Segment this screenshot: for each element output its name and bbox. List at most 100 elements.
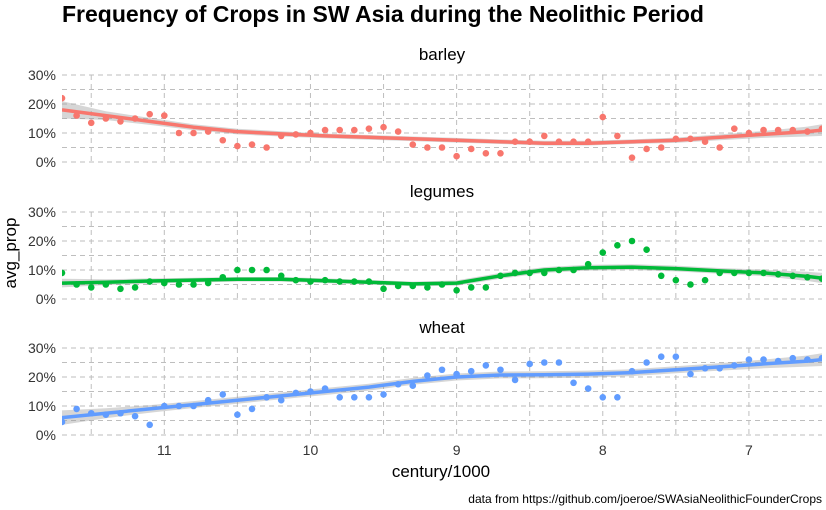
data-point [760, 126, 767, 134]
data-point [321, 126, 329, 134]
data-point [351, 126, 358, 134]
data-point [467, 145, 475, 153]
data-point [365, 394, 373, 401]
data-point [234, 411, 241, 419]
data-point [219, 391, 227, 398]
data-point [643, 246, 650, 253]
data-point [760, 356, 767, 363]
data-point [175, 281, 183, 288]
data-point [687, 370, 694, 378]
data-point [511, 376, 519, 384]
plot-area [62, 94, 822, 161]
data-point [380, 391, 387, 398]
data-point [657, 144, 665, 151]
confidence-band [62, 101, 822, 146]
data-point [73, 405, 80, 413]
x-tick-label: 9 [453, 442, 461, 458]
data-point [277, 396, 285, 404]
data-point [482, 150, 490, 157]
facet-label: wheat [418, 318, 465, 337]
data-point [234, 266, 241, 274]
data-point [424, 372, 431, 379]
y-tick-label: 0% [36, 427, 56, 443]
data-point [146, 421, 153, 429]
data-point [482, 362, 490, 369]
data-point [643, 145, 650, 153]
data-point [657, 353, 665, 361]
data-point [263, 144, 270, 151]
x-tick-label: 11 [157, 442, 172, 458]
facet-label: barley [419, 45, 466, 64]
data-point [584, 385, 592, 392]
data-point [336, 126, 343, 134]
data-point [219, 136, 227, 144]
plot-area [62, 237, 822, 294]
data-point [614, 394, 621, 401]
data-point [614, 242, 621, 249]
data-point [248, 405, 256, 413]
facet-label: legumes [410, 182, 474, 201]
data-point [526, 360, 533, 368]
data-point [161, 112, 168, 119]
data-point [131, 412, 139, 420]
facet-panel-barley: barley 0% 10% 20% 30% [28, 45, 822, 170]
y-tick-label: 30% [28, 67, 56, 83]
data-point [351, 394, 358, 401]
data-point [131, 284, 139, 291]
data-point [146, 110, 153, 118]
confidence-band [62, 353, 822, 425]
y-tick-label: 20% [28, 96, 56, 112]
y-axis-label: avg_prop [1, 218, 20, 289]
data-point [467, 367, 475, 375]
data-point [570, 379, 577, 387]
data-point [731, 125, 738, 132]
data-point [438, 366, 446, 374]
data-point [234, 142, 241, 150]
data-point [716, 144, 723, 151]
data-point [175, 129, 183, 137]
data-point [687, 281, 694, 288]
data-point [497, 150, 504, 157]
data-point [482, 284, 490, 291]
data-point [117, 118, 124, 125]
facet-panel-legumes: legumes 0% 10% 20% 30% [28, 182, 822, 307]
data-point [87, 284, 95, 291]
y-tick-label: 10% [28, 125, 56, 141]
plot-area [62, 353, 822, 429]
data-point [745, 356, 753, 363]
data-point [541, 359, 548, 366]
data-point [701, 276, 709, 284]
data-point [438, 144, 446, 151]
confidence-band [62, 264, 822, 288]
data-point [599, 113, 607, 121]
data-point [614, 132, 621, 140]
x-axis-label: century/1000 [392, 462, 490, 481]
x-axis: 11 10 9 8 7 [157, 442, 753, 458]
x-tick-label: 10 [303, 442, 319, 458]
data-point [248, 266, 256, 274]
chart-title: Frequency of Crops in SW Asia during the… [62, 1, 704, 27]
data-point [73, 112, 80, 119]
data-point [453, 287, 460, 294]
data-point [62, 94, 66, 102]
y-tick-label: 0% [36, 154, 56, 170]
data-point [380, 123, 387, 131]
data-point [117, 285, 124, 293]
data-point [555, 359, 563, 366]
data-point [409, 141, 417, 148]
smooth-line [62, 357, 822, 420]
data-point [599, 249, 607, 256]
data-point [453, 152, 460, 160]
data-point [584, 260, 592, 268]
data-point [672, 276, 680, 284]
y-tick-label: 20% [28, 369, 56, 385]
data-point [277, 272, 285, 280]
data-point [497, 366, 504, 374]
data-point [672, 353, 680, 361]
data-point [409, 382, 417, 390]
data-point [657, 272, 665, 280]
x-tick-label: 8 [599, 442, 607, 458]
y-tick-label: 30% [28, 204, 56, 220]
facet-panels: barley0%10%20%30%legumes0%10%20%30%wheat… [28, 45, 822, 443]
